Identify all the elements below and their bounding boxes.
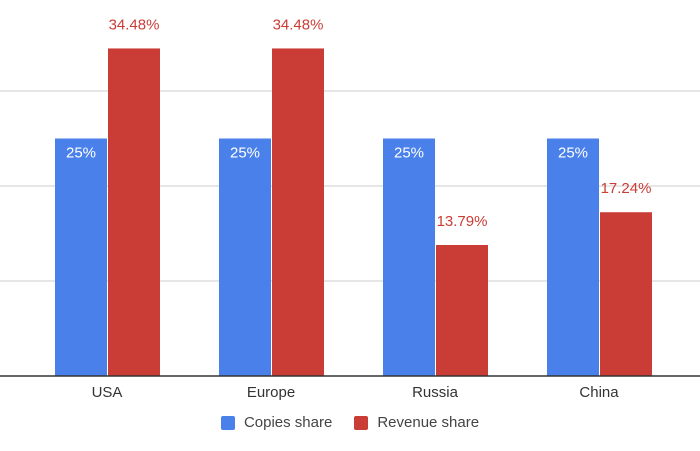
data-label-copies-share-china: 25% xyxy=(558,145,588,162)
x-tick-label-china: China xyxy=(579,384,619,401)
legend: Copies share Revenue share xyxy=(0,414,700,431)
bar-copies-share-china xyxy=(547,138,599,376)
bar-copies-share-usa xyxy=(55,138,107,376)
legend-label-revenue-share: Revenue share xyxy=(377,414,480,431)
x-tick-label-europe: Europe xyxy=(247,384,295,401)
bar-revenue-share-russia xyxy=(436,244,488,376)
x-tick-label-usa: USA xyxy=(92,384,123,401)
data-label-copies-share-russia: 25% xyxy=(394,145,424,162)
data-label-copies-share-usa: 25% xyxy=(66,145,96,162)
legend-label-copies-share: Copies share xyxy=(243,414,333,431)
legend-item-copies-share[interactable]: Copies share xyxy=(220,414,333,431)
legend-item-revenue-share[interactable]: Revenue share xyxy=(354,414,479,431)
data-label-revenue-share-usa: 34.48% xyxy=(109,16,160,33)
data-label-copies-share-europe: 25% xyxy=(230,145,260,162)
data-label-revenue-share-europe: 34.48% xyxy=(273,16,324,33)
data-label-revenue-share-russia: 13.79% xyxy=(437,213,488,230)
data-label-revenue-share-china: 17.24% xyxy=(601,180,652,197)
legend-swatch-revenue-share xyxy=(354,415,369,430)
bar-revenue-share-usa xyxy=(108,48,160,376)
bar-copies-share-russia xyxy=(383,138,435,376)
bar-revenue-share-europe xyxy=(272,48,324,376)
x-tick-label-russia: Russia xyxy=(412,384,459,401)
legend-swatch-copies-share xyxy=(220,415,235,430)
bar-revenue-share-china xyxy=(600,212,652,376)
bar-copies-share-europe xyxy=(219,138,271,376)
